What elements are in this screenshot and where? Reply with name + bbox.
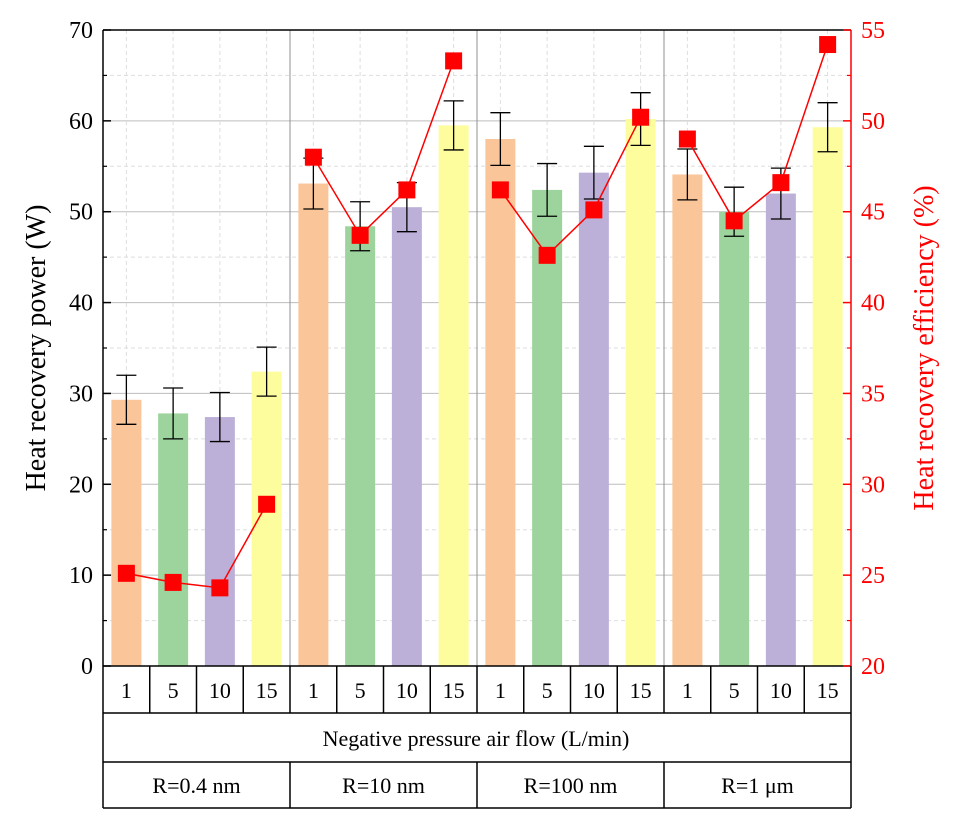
efficiency-point (725, 212, 743, 230)
x-tick-label: 10 (770, 678, 792, 703)
y-tick-label: 50 (69, 200, 93, 226)
x-tick-label: 15 (817, 678, 839, 703)
efficiency-point (258, 495, 276, 513)
x-tick-label: 5 (168, 678, 179, 703)
y2-tick-label: 45 (861, 200, 885, 226)
group-label: R=0.4 nm (152, 773, 240, 798)
bar-5 (719, 211, 750, 666)
bar-10 (204, 417, 235, 666)
bar-15 (625, 119, 656, 667)
efficiency-point (117, 564, 135, 582)
bar-15 (251, 371, 282, 666)
group-label: R=10 nm (342, 773, 425, 798)
efficiency-point (678, 130, 696, 148)
efficiency-line (499, 116, 642, 257)
bar-1 (485, 139, 516, 666)
y-tick-label: 0 (81, 654, 93, 680)
bar-10 (578, 172, 609, 666)
y2-tick-label: 40 (861, 291, 885, 317)
x-tick-label: 10 (583, 678, 605, 703)
x-tick-label: 1 (495, 678, 506, 703)
bar-15 (438, 125, 469, 666)
x-tick-label: 1 (308, 678, 319, 703)
bar-15 (812, 127, 843, 666)
x-tick-label: 10 (209, 678, 231, 703)
bar-1 (298, 183, 329, 666)
bar-10 (391, 207, 422, 666)
bar-10 (765, 193, 796, 667)
efficiency-point (819, 36, 837, 54)
y-tick-label: 20 (69, 472, 93, 498)
bar-5 (532, 189, 563, 666)
x-tick-label: 15 (443, 678, 465, 703)
y2-tick-label: 50 (861, 109, 885, 135)
efficiency-line (686, 44, 829, 222)
efficiency-point (491, 181, 509, 199)
x-tick-label: 15 (256, 678, 278, 703)
efficiency-point (398, 181, 416, 199)
y-tick-label: 40 (69, 291, 93, 317)
efficiency-point (538, 246, 556, 264)
efficiency-point (164, 573, 182, 591)
y-tick-label: 60 (69, 109, 93, 135)
x-tick-label: 5 (729, 678, 740, 703)
y2-tick-label: 35 (861, 381, 885, 407)
axes: 0 10 20 30 40 50 60 70 20 25 30 35 40 45 50 55 (69, 18, 885, 680)
x-tick-label: 5 (355, 678, 366, 703)
y2-axis-title: Heat recovery efficiency (%) (909, 185, 940, 510)
y-axis-title: Heat recovery power (W) (21, 205, 52, 492)
category-table: 1 5 10 15R=0.4 nm1 5 10 15R=10 nm1 5 10 15R=100 n… (102, 666, 852, 809)
efficiency-line (312, 60, 455, 237)
efficiency-point (445, 52, 463, 70)
bar-5 (158, 413, 189, 666)
group-label: R=1 μm (721, 773, 794, 798)
efficiency-point (632, 108, 650, 126)
y-tick-label: 30 (69, 381, 93, 407)
y2-tick-label: 55 (861, 18, 885, 44)
y-tick-label: 70 (69, 18, 93, 44)
efficiency-line (126, 503, 268, 589)
group-label: R=100 nm (524, 773, 618, 798)
error-bars (116, 92, 838, 443)
y-tick-label: 10 (69, 563, 93, 589)
bar-1 (111, 399, 142, 666)
x-tick-label: 1 (121, 678, 132, 703)
efficiency-point (211, 579, 229, 597)
y2-tick-label: 30 (861, 472, 885, 498)
bar-5 (345, 226, 376, 666)
efficiency-point (772, 174, 790, 192)
x-tick-label: 15 (630, 678, 652, 703)
efficiency-point (585, 201, 603, 219)
bars (111, 119, 843, 667)
efficiency-series (117, 36, 837, 597)
x-tick-label: 5 (542, 678, 553, 703)
x-tick-label: 1 (682, 678, 693, 703)
y2-tick-label: 25 (861, 563, 885, 589)
x-tick-label: 10 (396, 678, 418, 703)
efficiency-point (304, 148, 322, 166)
y2-tick-label: 20 (861, 654, 885, 680)
bar-1 (672, 174, 703, 666)
x-axis-title: Negative pressure air flow (L/min) (323, 726, 630, 751)
efficiency-point (351, 226, 369, 244)
